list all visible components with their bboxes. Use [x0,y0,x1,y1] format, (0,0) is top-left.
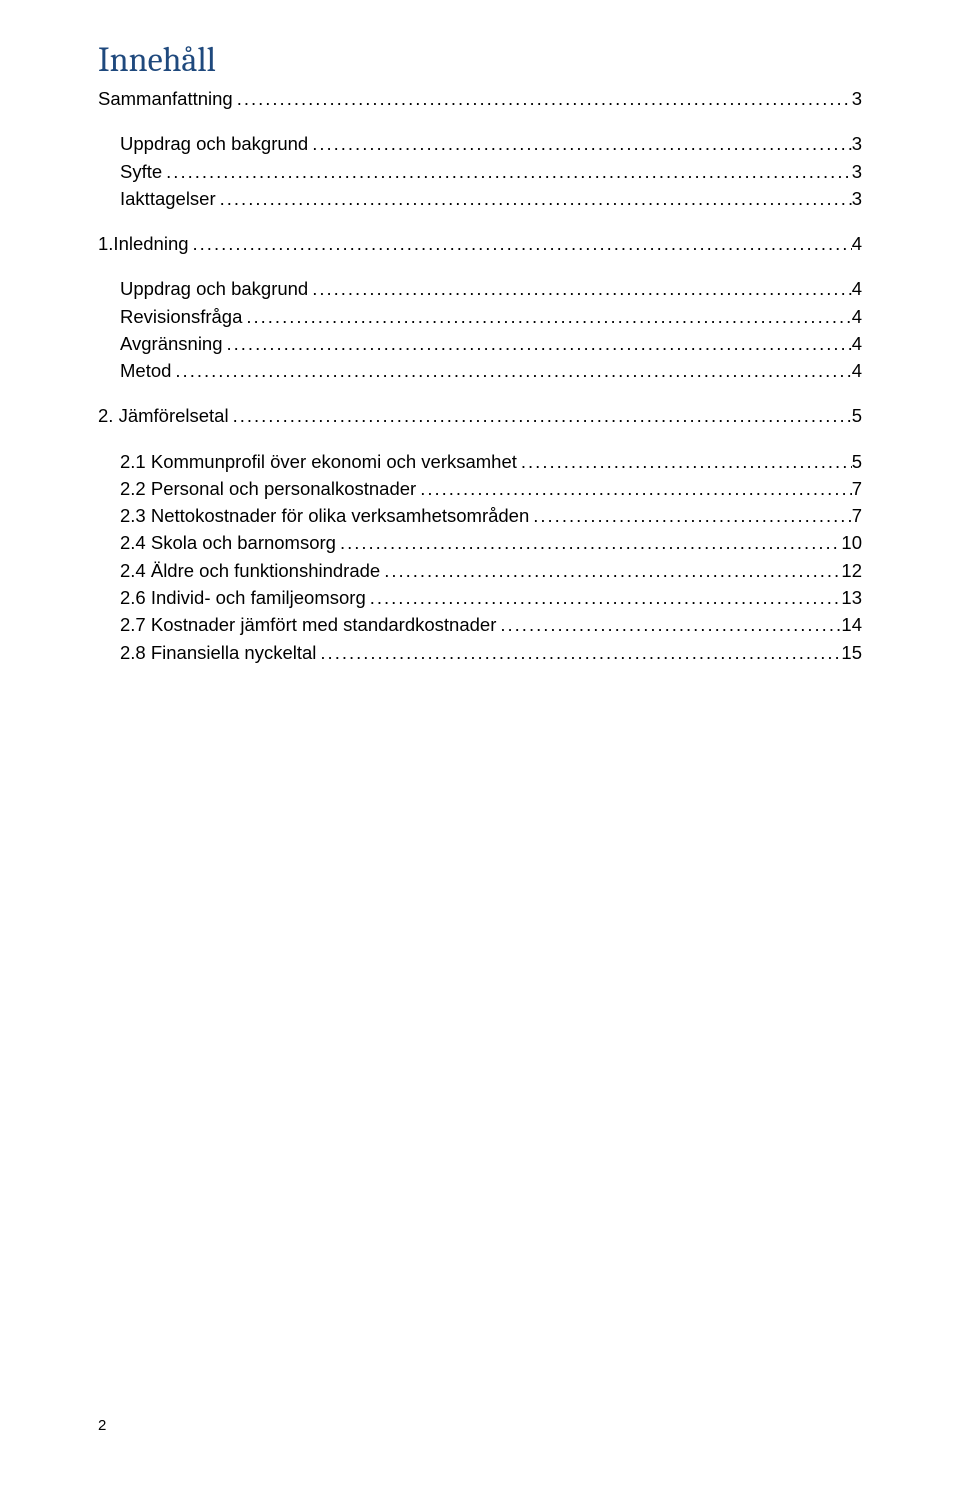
toc-entry: 1.Inledning 4 [98,233,862,254]
toc-leader [336,532,841,553]
toc-leader [496,614,841,635]
toc-leader [529,505,851,526]
toc-entry-label: 2. Jämförelsetal [98,405,229,426]
toc-leader [216,188,852,209]
toc-leader [366,587,842,608]
toc-entry-label: 2.3 Nettokostnader för olika verksamhets… [120,505,529,526]
toc-entry: Avgränsning 4 [98,333,862,354]
toc-entry: 2.1 Kommunprofil över ekonomi och verksa… [98,451,862,472]
toc-entry-page: 4 [852,233,862,254]
toc-leader [242,306,851,327]
toc-entry: Uppdrag och bakgrund 3 [98,133,862,154]
toc-leader [416,478,852,499]
toc-entry-page: 3 [852,133,862,154]
toc-entry: 2.4 Skola och barnomsorg 10 [98,532,862,553]
toc-entry-page: 5 [852,451,862,472]
toc-entry-label: Metod [120,360,171,381]
toc-list: Sammanfattning3Uppdrag och bakgrund3Syft… [98,88,862,663]
toc-entry-page: 5 [852,405,862,426]
toc-entry-label: Avgränsning [120,333,223,354]
toc-entry-label: Uppdrag och bakgrund [120,133,308,154]
toc-leader [308,133,851,154]
toc-entry-page: 15 [841,642,862,663]
toc-entry-label: 2.8 Finansiella nyckeltal [120,642,316,663]
toc-entry-page: 3 [852,188,862,209]
toc-leader [233,88,852,109]
toc-entry: Iakttagelser 3 [98,188,862,209]
toc-title: Innehåll [98,40,862,80]
toc-entry: 2.8 Finansiella nyckeltal 15 [98,642,862,663]
toc-entry: 2. Jämförelsetal 5 [98,405,862,426]
toc-entry: Metod 4 [98,360,862,381]
toc-entry-label: 1.Inledning [98,233,189,254]
toc-leader [308,278,851,299]
toc-entry-page: 14 [841,614,862,635]
toc-entry-label: 2.7 Kostnader jämfört med standardkostna… [120,614,496,635]
toc-entry: Revisionsfråga 4 [98,306,862,327]
toc-entry: Uppdrag och bakgrund 4 [98,278,862,299]
toc-entry-label: 2.1 Kommunprofil över ekonomi och verksa… [120,451,517,472]
toc-leader [189,233,852,254]
toc-entry-label: 2.4 Äldre och funktionshindrade [120,560,380,581]
toc-entry-page: 4 [852,278,862,299]
toc-entry: 2.4 Äldre och funktionshindrade 12 [98,560,862,581]
toc-leader [171,360,851,381]
toc-entry-label: 2.2 Personal och personalkostnader [120,478,416,499]
toc-entry-label: 2.6 Individ- och familjeomsorg [120,587,366,608]
page-number: 2 [98,1417,106,1434]
toc-entry-page: 3 [852,88,862,109]
toc-leader [229,405,852,426]
toc-entry: 2.7 Kostnader jämfört med standardkostna… [98,614,862,635]
toc-entry: 2.3 Nettokostnader för olika verksamhets… [98,505,862,526]
page: Innehåll Sammanfattning3Uppdrag och bakg… [0,0,960,1490]
toc-entry-label: Sammanfattning [98,88,233,109]
toc-leader [223,333,852,354]
toc-entry-page: 3 [852,161,862,182]
toc-leader [380,560,841,581]
toc-entry-page: 4 [852,360,862,381]
toc-entry-label: Revisionsfråga [120,306,242,327]
toc-entry-page: 10 [841,532,862,553]
toc-leader [316,642,841,663]
toc-entry-page: 12 [841,560,862,581]
toc-entry: 2.2 Personal och personalkostnader 7 [98,478,862,499]
toc-entry: Sammanfattning 3 [98,88,862,109]
toc-entry: Syfte 3 [98,161,862,182]
toc-leader [517,451,852,472]
toc-entry: 2.6 Individ- och familjeomsorg 13 [98,587,862,608]
toc-entry-label: Iakttagelser [120,188,216,209]
toc-entry-page: 13 [841,587,862,608]
toc-entry-page: 4 [852,333,862,354]
toc-entry-page: 4 [852,306,862,327]
toc-leader [162,161,852,182]
toc-entry-label: Syfte [120,161,162,182]
toc-entry-page: 7 [852,478,862,499]
toc-entry-label: Uppdrag och bakgrund [120,278,308,299]
toc-entry-label: 2.4 Skola och barnomsorg [120,532,336,553]
toc-entry-page: 7 [852,505,862,526]
